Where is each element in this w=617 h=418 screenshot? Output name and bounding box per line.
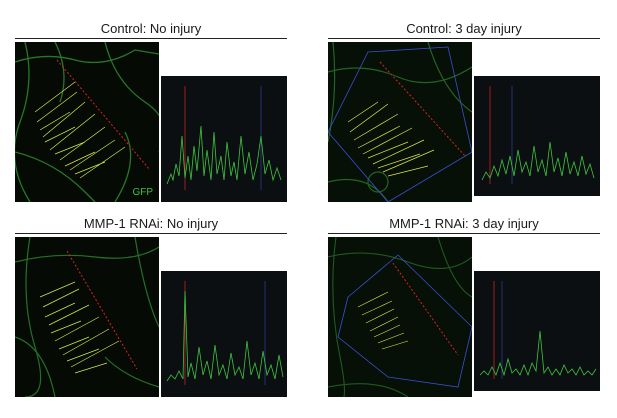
title-rule [328,38,600,39]
micrograph-mmp1-no-injury [15,237,159,397]
panel-title-control-3-day-injury: Control: 3 day injury [406,21,522,36]
panel-title-mmp1-3-day-injury: MMP-1 RNAi: 3 day injury [389,216,539,231]
title-rule [15,38,287,39]
panel-title-mmp1-no-injury: MMP-1 RNAi: No injury [83,216,219,231]
panel-title-control-no-injury: Control: No injury [100,21,202,36]
intensity-profile-plot-control-3-day-injury [474,76,600,196]
title-rule [328,233,600,234]
intensity-profile-plot-mmp1-3-day-injury [474,271,600,391]
micrograph-control-no-injury: GFP [15,42,159,202]
intensity-profile-plot-control-no-injury [161,76,287,202]
micrograph-control-3-day-injury [328,42,472,202]
gfp-label: GFP [132,187,153,198]
intensity-profile-plot-mmp1-no-injury [161,271,287,397]
micrograph-mmp1-3-day-injury [328,237,472,397]
title-rule [15,233,287,234]
